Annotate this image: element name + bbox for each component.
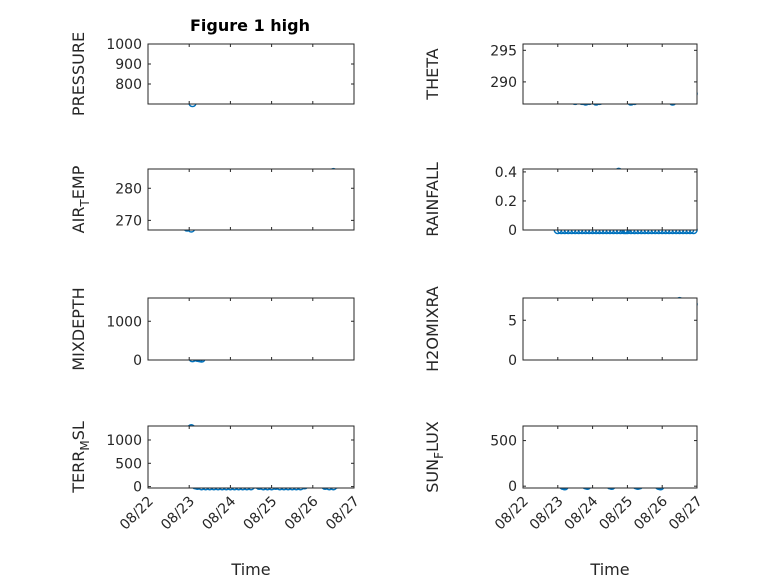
y-axis-label: AIRTEMP [69, 165, 92, 233]
subplot-5: 0 1000 MIXDEPTH [69, 287, 355, 371]
axes-frame [147, 297, 355, 361]
subplot-3: 270 280 AIRTEMP [69, 165, 355, 233]
axes-frame [522, 168, 698, 231]
y-tick-label: 1000 [106, 433, 142, 449]
y-tick-label: 0 [133, 353, 142, 369]
y-tick-label: 280 [115, 181, 142, 197]
y-axis-label: SUNFLUX [423, 421, 446, 493]
y-tick-label: 295 [490, 43, 517, 59]
y-axis-label: THETA [423, 48, 442, 100]
y-tick-label: 0 [508, 479, 517, 495]
y-tick-label: 0 [133, 480, 142, 496]
y-axis-label: RAINFALL [423, 162, 442, 237]
x-axis-label: Time [589, 560, 629, 579]
y-tick-label: 800 [115, 77, 142, 93]
subplot-6: 0 5 H2OMIXRA [423, 286, 698, 372]
y-tick-label: 1000 [106, 37, 142, 53]
y-tick-label: 270 [115, 213, 142, 229]
axes-frame [147, 43, 355, 105]
subplot-1: 800 900 1000 PRESSURE [69, 32, 355, 116]
figure-title: Figure 1 high [190, 16, 310, 35]
subplots-layer: 800 900 1000 PRESSURE 290 295 THETA 270 280 AIRTE… [69, 32, 698, 496]
axes-frame [147, 425, 355, 489]
y-tick-label: 0.2 [495, 194, 517, 210]
y-axis-label: TERRMSL [69, 421, 92, 494]
y-tick-label: 0.4 [495, 165, 517, 181]
subplot-8: 0 500 SUNFLUX [423, 421, 698, 495]
y-tick-label: 0 [508, 223, 517, 239]
x-axis-label: Time [230, 560, 270, 579]
y-tick-label: 5 [508, 313, 517, 329]
y-tick-label: 500 [490, 434, 517, 450]
axes-frame [522, 43, 698, 105]
axes-frame [147, 168, 355, 231]
y-axis-label: MIXDEPTH [69, 287, 88, 370]
y-tick-label: 900 [115, 57, 142, 73]
y-tick-label: 1000 [106, 314, 142, 330]
subplot-7: 0 500 1000 TERRMSL [69, 421, 355, 496]
y-axis-label: PRESSURE [69, 32, 88, 116]
axes-frame [522, 297, 698, 361]
y-tick-label: 0 [508, 353, 517, 369]
y-tick-label: 500 [115, 456, 142, 472]
subplot-2: 290 295 THETA [423, 43, 698, 106]
y-tick-label: 290 [490, 75, 517, 91]
y-axis-label: H2OMIXRA [423, 286, 442, 372]
axes-frame [522, 425, 698, 489]
subplot-4: 0 0.2 0.4 RAINFALL [423, 162, 698, 239]
